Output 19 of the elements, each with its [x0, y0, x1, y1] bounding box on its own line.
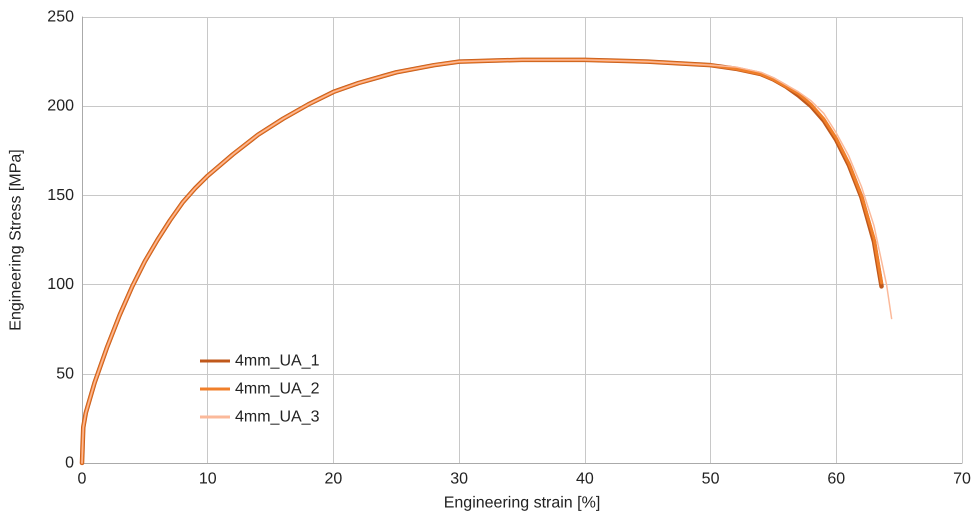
y-tick-label: 50 — [56, 365, 74, 382]
x-tick-label: 70 — [953, 470, 971, 488]
x-tick-label: 0 — [78, 470, 87, 488]
y-tick-label: 250 — [47, 8, 74, 26]
x-tick-label: 10 — [198, 470, 217, 488]
y-axis-title: Engineering Stress [MPa] — [8, 149, 24, 331]
legend-label: 4mm_UA_2 — [235, 380, 320, 398]
x-tick-label: 30 — [450, 470, 468, 488]
y-tick-label: 150 — [47, 186, 74, 204]
x-axis-title: Engineering strain [%] — [444, 494, 600, 512]
x-tick-label: 60 — [827, 470, 846, 488]
y-tick-label: 0 — [65, 454, 74, 472]
legend-label: 4mm_UA_1 — [235, 352, 320, 370]
x-tick-label: 40 — [576, 470, 594, 488]
x-tick-label: 50 — [702, 470, 720, 488]
y-tick-label: 100 — [47, 276, 74, 294]
x-tick-label: 20 — [324, 470, 342, 488]
legend-label: 4mm_UA_3 — [235, 408, 320, 426]
y-tick-label: 200 — [47, 98, 74, 115]
